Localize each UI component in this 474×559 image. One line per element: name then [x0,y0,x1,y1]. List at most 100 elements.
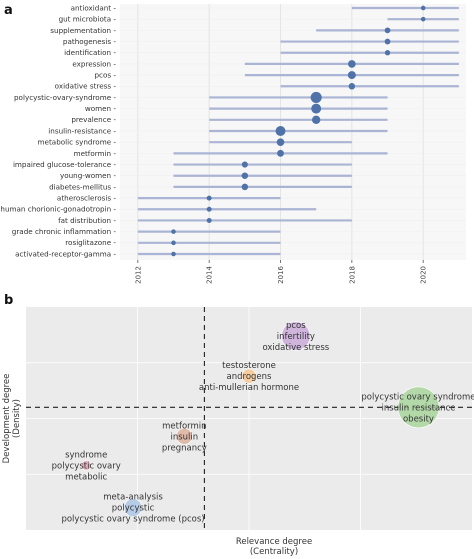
term-peak-dot [241,161,248,168]
term-row: insulin-resistance - [48,126,388,136]
term-peak-dot [347,71,356,80]
panel-b-gridlines [26,307,472,530]
term-label: diabetes-mellitus - [49,182,116,191]
term-row: fat distribution - [58,216,352,225]
cluster-bubble [81,460,92,471]
term-row: grade chronic inflammation - [12,227,281,236]
panel-a-tick-label: 2012 [134,266,142,284]
y-axis-title: (Density) [12,399,22,438]
panel-a-timeline-chart: antioxidant - gut microbiota - supplementa… [0,3,466,284]
panel-a-x-ticks: 2012 2014 2016 2018 2020 [134,260,428,284]
term-label: insulin-resistance - [48,126,116,135]
term-row: prevalence - [71,115,388,124]
term-row: pcos - [94,70,459,80]
term-peak-dot [384,27,391,34]
term-peak-dot [420,16,426,22]
term-peak-dot [348,60,356,68]
term-row: rosiglitazone - [65,238,281,247]
term-peak-dot [206,217,212,223]
term-peak-dot [384,38,391,45]
term-label: metabolic syndrome - [38,138,117,147]
term-label: impaired glucose-tolerance - [13,160,116,169]
term-row: expression - [72,59,459,68]
term-peak-dot [276,138,285,147]
panel-b-letter: b [4,293,13,308]
term-row: metabolic syndrome - [38,138,352,147]
cluster-term-label: metabolic [65,472,107,482]
term-row: supplementation - [50,26,459,35]
term-label: supplementation - [50,26,116,35]
cluster-term-label: meta-analysis [103,493,163,503]
term-peak-dot [384,50,391,56]
term-label: fat distribution - [58,216,116,225]
cluster-bubble [176,428,193,445]
term-row: metformin - [74,149,388,158]
term-row: human chorionic-gonadotropin - [0,205,317,214]
panel-a-letter: a [4,3,13,18]
term-label: grade chronic inflammation - [12,227,117,236]
cluster-bubble [281,321,311,351]
cluster-term-label: insulin resistance [381,403,455,413]
term-label: antioxidant - [71,3,117,12]
term-row: impaired glucose-tolerance - [13,160,352,169]
cluster-bubble [397,386,440,429]
term-row: diabetes-mellitus - [49,182,352,191]
term-row: women - [85,103,388,114]
term-label: gut microbiota - [59,15,117,24]
cluster-term-label: obesity [403,414,434,424]
term-row: oxidative stress - [55,82,459,91]
cluster-term-label: syndrome [65,450,107,460]
y-axis-title: Development degree [2,374,12,464]
panel-a-tick-label: 2020 [420,266,428,284]
cluster-term-label: polycystic ovary [52,461,121,471]
cluster-term-label: pcos [286,321,306,331]
term-peak-dot [310,91,322,103]
term-label: pathogenesis - [63,37,116,46]
term-label: human chorionic-gonadotropin - [0,205,116,214]
panel-a-terms: antioxidant - gut microbiota - supplementa… [0,3,459,258]
term-label: activated-receptor-gamma - [15,249,116,258]
cluster-bubble [241,368,257,384]
term-peak-dot [171,251,176,257]
x-axis-title: (Centrality) [250,547,298,557]
term-row: polycystic-ovary-syndrome - [14,91,388,103]
term-label: prevalence - [71,115,116,124]
term-label: identification - [64,48,116,57]
term-peak-dot [171,240,176,246]
cluster-term-label: polycystic ovary syndrome [361,392,474,402]
term-label: metformin - [74,149,117,158]
term-row: antioxidant - [71,3,459,12]
term-label: women - [85,104,117,113]
term-label: rosiglitazone - [65,238,116,247]
term-peak-dot [206,206,212,212]
cluster-term-label: infertility [277,332,315,342]
term-row: identification - [64,48,459,57]
cluster-term-label: polycystic [112,504,155,514]
cluster-term-label: insulin [170,432,198,442]
term-peak-dot [420,5,426,11]
cluster-bubble [123,498,143,517]
term-label: oxidative stress - [55,82,117,91]
term-label: polycystic-ovary-syndrome - [14,93,116,102]
panel-a-tick-label: 2016 [277,265,285,283]
term-peak-dot [275,126,286,136]
term-peak-dot [348,83,356,90]
term-label: young-women - [60,171,116,180]
panel-a-tick-label: 2018 [348,266,356,284]
term-peak-dot [241,172,249,179]
term-label: pcos - [94,70,116,79]
cluster-term-label: polycystic ovary syndrome (pcos) [61,515,204,525]
term-label: expression - [72,59,116,68]
term-peak-dot [277,149,284,157]
term-label: atherosclerosis - [57,193,116,202]
term-row: activated-receptor-gamma - [15,249,281,258]
